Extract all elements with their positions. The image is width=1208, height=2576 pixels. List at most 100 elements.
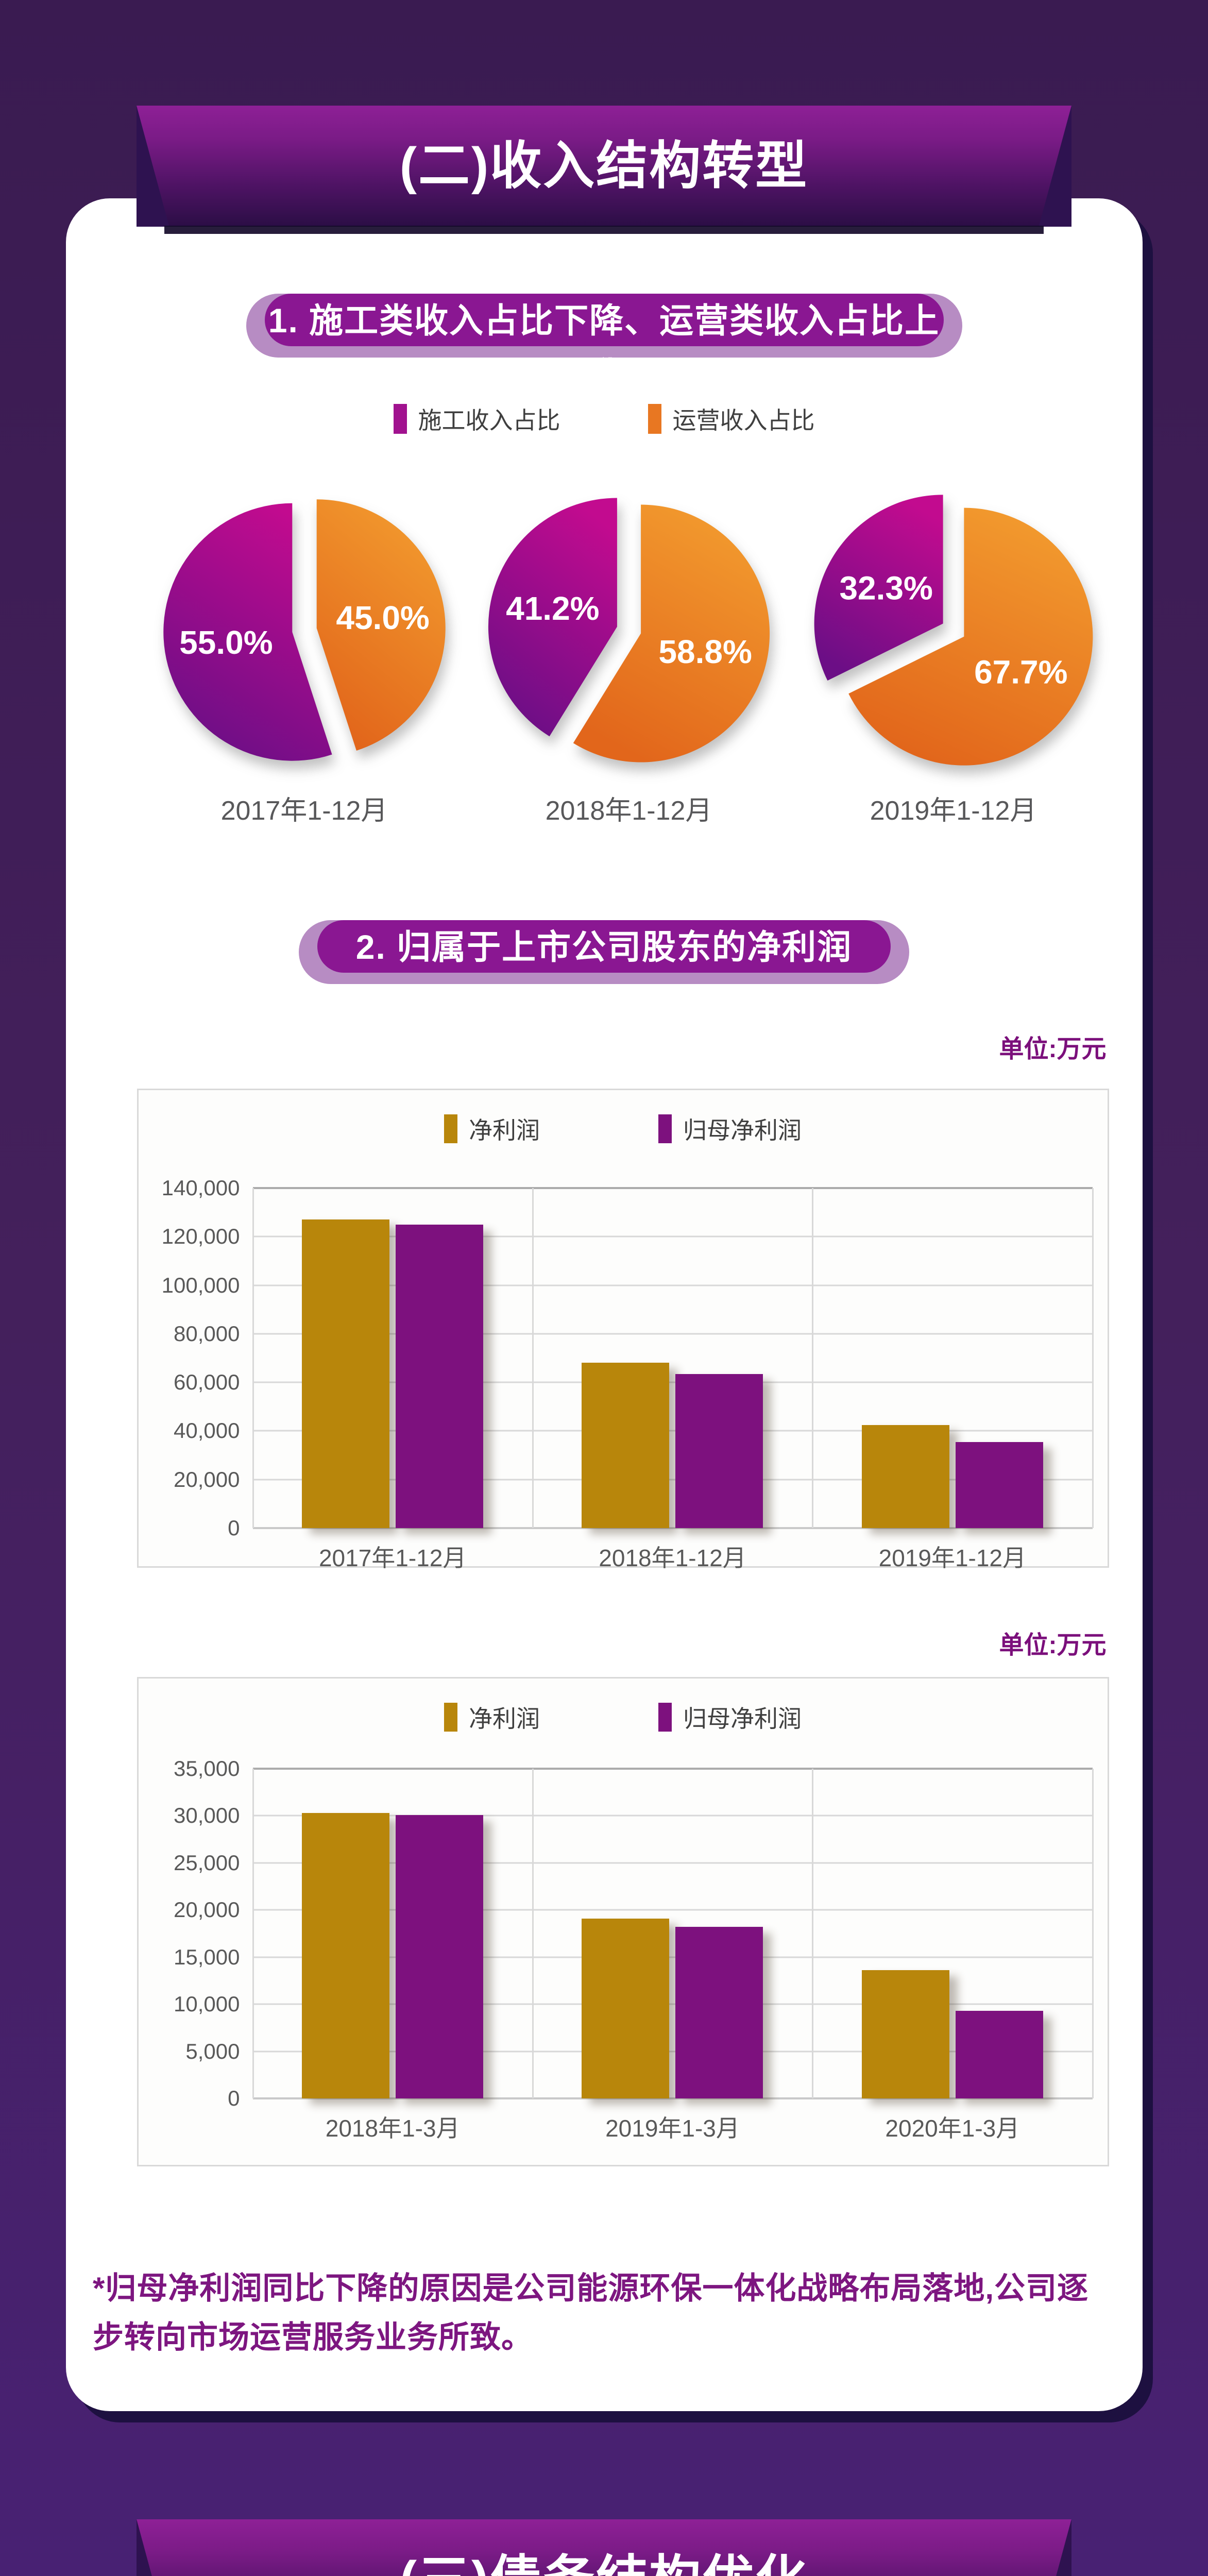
legend-label: 归母净利润 xyxy=(683,1117,802,1144)
bar-净利润 xyxy=(582,1363,670,1528)
bar-净利润 xyxy=(582,1918,670,2098)
y-axis-tick-label: 20,000 xyxy=(174,1897,240,1922)
pie-percent-label: 58.8% xyxy=(658,633,752,670)
y-axis-tick-label: 10,000 xyxy=(174,1992,240,2016)
subsection-pill-label: 2. 归属于上市公司股东的净利润 xyxy=(317,920,891,973)
pie-period-label: 2019年1-12月 xyxy=(870,796,1037,826)
legend-swatch-icon xyxy=(658,1703,672,1732)
pie-percent-label: 55.0% xyxy=(179,624,273,661)
bar-归母净利润 xyxy=(955,2010,1043,2098)
bar-group xyxy=(533,1769,812,2098)
bar-chart-legend: 净利润 归母净利润 xyxy=(139,1112,1108,1146)
unit-label: 单位:万元 xyxy=(999,1632,1107,1659)
bar-group xyxy=(812,1188,1092,1528)
bar-group xyxy=(253,1769,533,2098)
banner-face: (二)收入结构转型 xyxy=(137,106,1071,227)
gridline xyxy=(252,1430,1093,1432)
net-profit-q1-chart: 净利润 归母净利润 0 5,000 10,000 15,000 20,000 25,000 30… xyxy=(137,1677,1109,2166)
legend-swatch-icon xyxy=(648,404,661,434)
legend-item: 净利润 xyxy=(444,1700,540,1734)
y-axis-tick-label: 5,000 xyxy=(185,2039,240,2063)
bar-group xyxy=(812,1769,1092,2098)
y-axis-tick-label: 20,000 xyxy=(174,1467,240,1492)
legend-label: 施工收入占比 xyxy=(418,407,560,434)
legend-swatch-icon xyxy=(393,404,407,434)
y-axis-tick-label: 0 xyxy=(228,1516,240,1540)
bar-group xyxy=(253,1188,533,1528)
pie-slice xyxy=(814,495,943,681)
revenue-pies-row: 55.0% 45.0% 2017年1-12月 41.2% 58.8% 2018年1-12月… xyxy=(66,483,1143,827)
y-axis-tick-label: 40,000 xyxy=(174,1418,240,1443)
y-axis-tick-label: 35,000 xyxy=(174,1756,240,1781)
x-axis-category-label: 2017年1-12月 xyxy=(318,1545,467,1571)
pie-chart: 32.3% 67.7% 2019年1-12月 xyxy=(791,483,1116,827)
grid-vline xyxy=(1092,1188,1094,1528)
bar-group xyxy=(533,1188,812,1528)
gridline xyxy=(252,1815,1093,1817)
pie-period-label: 2018年1-12月 xyxy=(545,796,712,826)
x-axis-category-label: 2019年1-3月 xyxy=(605,2115,740,2142)
section-title: (三)债务结构优化 xyxy=(137,2519,1071,2576)
pie-slice xyxy=(488,498,617,737)
y-axis-tick-label: 25,000 xyxy=(174,1850,240,1875)
pie-slice xyxy=(848,507,1093,766)
pie-percent-label: 67.7% xyxy=(974,653,1067,690)
gridline xyxy=(252,1862,1093,1864)
bar-归母净利润 xyxy=(675,1927,763,2098)
bar-净利润 xyxy=(302,1219,390,1528)
grid-vline xyxy=(532,1188,534,1528)
grid-vline xyxy=(812,1769,814,2098)
legend-item: 归母净利润 xyxy=(658,1700,802,1734)
plot-area xyxy=(252,1768,1094,2099)
legend-swatch-icon xyxy=(444,1114,457,1143)
gridline xyxy=(252,1768,1093,1770)
x-axis-category-label: 2018年1-3月 xyxy=(325,2115,460,2142)
subsection-pill-revenue-mix: 1. 施工类收入占比下降、运营类收入占比上升 xyxy=(246,294,962,393)
legend-label: 净利润 xyxy=(469,1705,540,1732)
y-axis-tick-label: 140,000 xyxy=(161,1176,240,1200)
gridline xyxy=(252,1187,1093,1189)
y-axis-tick-label: 80,000 xyxy=(174,1321,240,1346)
gridline xyxy=(252,1333,1093,1335)
footnote-text: *归母净利润同比下降的原因是公司能源环保一体化战略布局落地,公司逐步转向市场运营… xyxy=(93,2271,1089,2354)
pie-chart: 41.2% 58.8% 2018年1-12月 xyxy=(467,483,791,827)
legend-swatch-icon xyxy=(444,1703,457,1732)
bar-归母净利润 xyxy=(675,1374,763,1528)
legend-label: 运营收入占比 xyxy=(672,407,815,434)
grid-vline xyxy=(1092,1769,1094,2098)
gridline xyxy=(252,1381,1093,1383)
bar-归母净利润 xyxy=(396,1815,484,2098)
subsection-pill-net-profit: 2. 归属于上市公司股东的净利润 xyxy=(299,920,909,984)
bar-净利润 xyxy=(302,1812,390,2098)
bar-chart-legend: 净利润 归母净利润 xyxy=(139,1700,1108,1734)
grid-vline xyxy=(812,1188,814,1528)
gridline xyxy=(252,2097,1093,2099)
grid-vline xyxy=(532,1769,534,2098)
gridline xyxy=(252,2050,1093,2053)
net-profit-annual-chart: 净利润 归母净利润 0 20,000 40,000 60,000 80,000 100,000… xyxy=(137,1089,1109,1571)
legend-item: 归母净利润 xyxy=(658,1112,802,1146)
banner-face: (三)债务结构优化 xyxy=(137,2519,1071,2576)
grid-vline xyxy=(252,1769,254,2098)
unit-label: 单位:万元 xyxy=(999,1036,1107,1063)
y-axis-tick-label: 100,000 xyxy=(161,1273,240,1297)
legend-item: 净利润 xyxy=(444,1112,540,1146)
pie-percent-label: 32.3% xyxy=(839,570,932,607)
gridline xyxy=(252,1527,1093,1529)
pie-slice xyxy=(163,503,332,761)
pie-slice xyxy=(316,499,446,751)
gridline xyxy=(252,1909,1093,1911)
pie-period-label: 2017年1-12月 xyxy=(220,796,388,826)
legend-swatch-icon xyxy=(658,1114,672,1143)
income-structure-card: 1. 施工类收入占比下降、运营类收入占比上升 施工收入占比 运营收入占比 55.0… xyxy=(65,198,1143,2411)
gridline xyxy=(252,2003,1093,2005)
y-axis-tick-label: 120,000 xyxy=(161,1224,240,1249)
x-axis-category-label: 2020年1-3月 xyxy=(885,2115,1020,2142)
bar-归母净利润 xyxy=(955,1442,1043,1528)
section-banner-income: (二)收入结构转型 xyxy=(137,106,1071,234)
pie-svg: 55.0% 45.0% xyxy=(163,499,446,761)
gridline xyxy=(252,1284,1093,1286)
bar-净利润 xyxy=(861,1425,949,1528)
gridline xyxy=(252,1235,1093,1238)
bar-归母净利润 xyxy=(396,1224,484,1528)
